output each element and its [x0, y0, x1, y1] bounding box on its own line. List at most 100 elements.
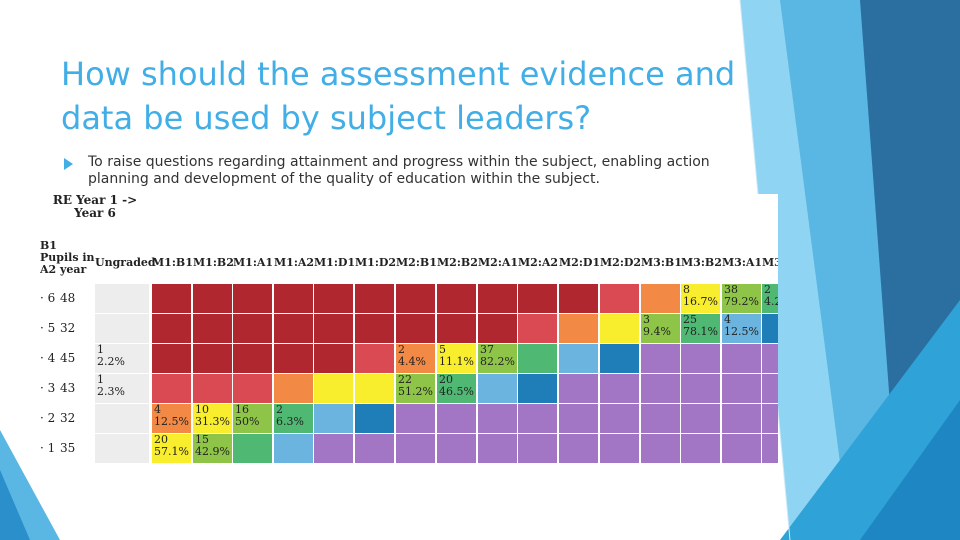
- heatmap-cell: [274, 374, 313, 403]
- heatmap-cell: [762, 314, 778, 343]
- row-pupil-count: 43: [60, 381, 76, 395]
- heatmap-cell: [193, 344, 232, 373]
- heatmap-cell: [681, 374, 720, 403]
- cell-percent: 9.4%: [643, 325, 671, 338]
- heatmap-cell: [193, 284, 232, 313]
- cell-count: 20: [439, 374, 453, 386]
- heatmap-cell: [478, 374, 517, 403]
- heatmap-cell: [478, 314, 517, 343]
- cell-count: 38: [724, 284, 738, 296]
- heatmap-cell: [233, 374, 272, 403]
- heatmap-cell: [95, 314, 149, 343]
- heatmap-cell: [681, 434, 720, 463]
- column-header: M3:A2: [762, 256, 778, 269]
- row-pupil-count: 35: [60, 441, 76, 455]
- heatmap-cell: 15 42.9%: [193, 434, 232, 463]
- cell-count: 15: [195, 434, 209, 446]
- cell-percent: 4.4%: [398, 355, 426, 368]
- bullet-text: To raise questions regarding attainment …: [88, 154, 710, 187]
- cell-count: 8: [683, 284, 690, 296]
- table-row-header: B1 Pupils in A2 year: [40, 239, 95, 276]
- heatmap-cell: [518, 374, 557, 403]
- column-header: M1:A1: [233, 256, 274, 269]
- cell-count: 4: [724, 314, 731, 326]
- heatmap-cell: [559, 284, 598, 313]
- heatmap-cell: 16 50%: [233, 404, 272, 433]
- heatmap-cell: 8 16.7%: [681, 284, 720, 313]
- heatmap-cell: [722, 434, 761, 463]
- heatmap-cell: [478, 434, 517, 463]
- column-header: Ungraded: [95, 256, 156, 269]
- heatmap-cell: [193, 314, 232, 343]
- row-pupil-count: 32: [60, 321, 76, 335]
- heatmap-cell: [233, 284, 272, 313]
- table-corner-title: RE Year 1 -> Year 6: [52, 194, 138, 220]
- heatmap-cell: [559, 314, 598, 343]
- heatmap-cell: [559, 344, 598, 373]
- cell-percent: 57.1%: [154, 445, 189, 458]
- heatmap-cell: [600, 374, 639, 403]
- column-header: M3:A1: [722, 256, 763, 269]
- cell-count: 4: [154, 404, 161, 416]
- column-header: M2:B2: [437, 256, 478, 269]
- cell-count: 2: [398, 344, 405, 356]
- heatmap-cell: [95, 434, 149, 463]
- heatmap-cell: [396, 284, 435, 313]
- heatmap-cell: [314, 344, 353, 373]
- heatmap-cell: [518, 284, 557, 313]
- heatmap-cell: [233, 344, 272, 373]
- heatmap-cell: 25 78.1%: [681, 314, 720, 343]
- heatmap-cell: [152, 284, 191, 313]
- cell-percent: 31.3%: [195, 415, 230, 428]
- heatmap-cell: [559, 434, 598, 463]
- row-label: · 5: [40, 321, 56, 335]
- heatmap-cell: 20 46.5%: [437, 374, 476, 403]
- slide-title: How should the assessment evidence and d…: [61, 55, 736, 137]
- row-pupil-count: 32: [60, 411, 76, 425]
- heatmap-cell: [478, 404, 517, 433]
- heatmap-cell: [518, 314, 557, 343]
- heatmap-cell: 20 57.1%: [152, 434, 191, 463]
- heatmap-cell: 5 11.1%: [437, 344, 476, 373]
- column-header: M2:A1: [478, 256, 519, 269]
- heatmap-cell: [681, 404, 720, 433]
- cell-percent: 50%: [235, 415, 260, 428]
- cell-count: 3: [643, 314, 650, 326]
- heatmap-cell: [314, 434, 353, 463]
- row-label: · 2: [40, 411, 56, 425]
- row-pupil-count: 48: [60, 291, 76, 305]
- column-header: M1:D1: [314, 256, 356, 269]
- heatmap-cell: [274, 284, 313, 313]
- heatmap-cell: [641, 284, 680, 313]
- heatmap-cell: 38 79.2%: [722, 284, 761, 313]
- heatmap-cell: [518, 434, 557, 463]
- heatmap-cell: [396, 404, 435, 433]
- heatmap-cell: 37 82.2%: [478, 344, 517, 373]
- heatmap-cell: [641, 404, 680, 433]
- heatmap-cell: [641, 434, 680, 463]
- cell-percent: 2.2%: [97, 355, 125, 368]
- heatmap-cell: [152, 314, 191, 343]
- progress-heatmap: RE Year 1 -> Year 6 B1 Pupils in A2 year…: [40, 194, 778, 468]
- column-header: M2:A2: [518, 256, 559, 269]
- heatmap-cell: 1 2.3%: [95, 374, 149, 403]
- column-header: M2:B1: [396, 256, 437, 269]
- heatmap-cell: [355, 374, 394, 403]
- cell-count: 2: [764, 284, 771, 296]
- heatmap-cell: [355, 314, 394, 343]
- heatmap-cell: [722, 344, 761, 373]
- heatmap-cell: [314, 404, 353, 433]
- heatmap-cell: [233, 434, 272, 463]
- heatmap-cell: [762, 404, 778, 433]
- heatmap-cell: [95, 284, 149, 313]
- heatmap-cell: [396, 314, 435, 343]
- row-label: · 1: [40, 441, 56, 455]
- heatmap-cell: [233, 314, 272, 343]
- cell-count: 16: [235, 404, 249, 416]
- heatmap-cell: [762, 434, 778, 463]
- heatmap-cell: [437, 314, 476, 343]
- heatmap-cell: [355, 434, 394, 463]
- row-label: · 6: [40, 291, 56, 305]
- heatmap-cell: [722, 374, 761, 403]
